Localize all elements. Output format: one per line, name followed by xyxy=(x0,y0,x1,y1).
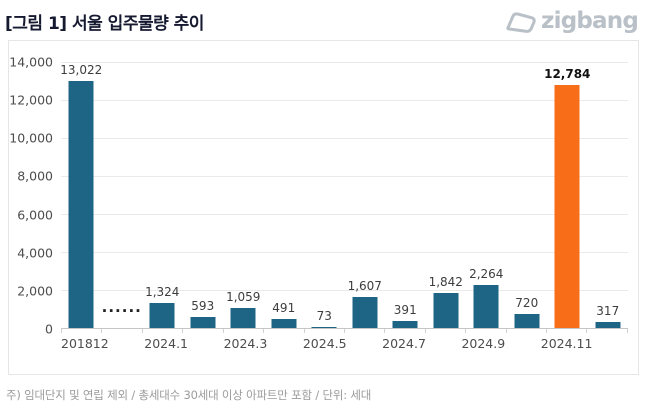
bar xyxy=(352,297,378,328)
x-tick-label: 2024.5 xyxy=(302,336,347,351)
value-label: 720 xyxy=(515,296,539,311)
y-tick-label: 14,000 xyxy=(9,54,53,70)
x-ticks-row xyxy=(61,329,628,333)
x-tick-label xyxy=(426,336,462,351)
bars-row: 13,022 ······ 1,324 593 1,059 491 73 1,607 391 1,… xyxy=(60,62,629,328)
value-label: 13,022 xyxy=(60,62,103,77)
bar xyxy=(190,316,216,328)
gap-slot: ······ xyxy=(102,62,143,328)
y-tick-label: 0 xyxy=(45,321,53,337)
bar-slot: 1,607 xyxy=(345,62,386,328)
y-tick-label: 8,000 xyxy=(17,168,53,184)
x-tick xyxy=(466,329,507,333)
y-tick-label: 4,000 xyxy=(17,245,53,261)
x-tick-label xyxy=(347,336,383,351)
bar xyxy=(311,326,337,328)
bar xyxy=(433,293,459,328)
x-tick-label: 2024.7 xyxy=(382,336,426,351)
x-tick xyxy=(385,329,426,333)
gridline xyxy=(61,214,628,215)
zigbang-logo-text: zigbang xyxy=(541,7,639,34)
gridline xyxy=(61,100,628,101)
bar-slot: 593 xyxy=(183,62,224,328)
value-label: 593 xyxy=(191,298,215,313)
page-title: [그림 1] 서울 입주물량 추이 xyxy=(5,13,204,34)
plot-area: 13,022 ······ 1,324 593 1,059 491 73 1,607 391 1,… xyxy=(60,62,629,329)
gridline xyxy=(61,138,628,139)
bar-slot: 73 xyxy=(304,62,345,328)
x-tick-label xyxy=(592,336,628,351)
y-axis: 0 2,000 4,000 6,000 8,000 10,000 12,000 14,000 xyxy=(9,55,61,337)
x-tick xyxy=(426,329,467,333)
value-label: 491 xyxy=(272,300,296,315)
value-label: 1,607 xyxy=(347,279,382,294)
value-label: 1,324 xyxy=(145,284,180,299)
bar xyxy=(595,321,621,328)
time-gap-marker: ······ xyxy=(101,302,142,320)
bar-slot: 2,264 xyxy=(466,62,507,328)
bar xyxy=(149,302,175,328)
bar xyxy=(554,85,580,328)
x-tick xyxy=(264,329,305,333)
chart: 0 2,000 4,000 6,000 8,000 10,000 12,000 14,000 … xyxy=(8,40,639,375)
value-label: 2,264 xyxy=(469,266,504,281)
x-tick xyxy=(62,329,103,333)
x-tick-label: 2024.11 xyxy=(540,336,593,351)
bar-slot: 1,059 xyxy=(223,62,264,328)
value-label: 1,842 xyxy=(428,275,463,290)
gridline xyxy=(61,176,628,178)
x-tick xyxy=(102,329,143,333)
x-tick-label: 2024.1 xyxy=(144,336,189,351)
value-label: 317 xyxy=(596,303,620,318)
y-tick-label: 12,000 xyxy=(9,92,53,108)
value-label: 73 xyxy=(316,308,332,323)
x-axis-row: 201812 2024.1 2024.3 2024.5 2024.7 2024.9 2024… xyxy=(61,336,628,351)
x-tick-label xyxy=(505,336,541,351)
zigbang-logo: zigbang xyxy=(504,7,639,35)
chart-inner: 0 2,000 4,000 6,000 8,000 10,000 12,000 14,000 … xyxy=(9,55,629,337)
bar xyxy=(514,314,540,328)
x-tick xyxy=(183,329,224,333)
y-tick-label: 2,000 xyxy=(17,283,53,299)
x-tick xyxy=(224,329,265,333)
value-label: 12,784 xyxy=(544,67,591,82)
bar-slot: 1,842 xyxy=(426,62,467,328)
x-tick-label: 2024.3 xyxy=(223,336,268,351)
value-label: 1,059 xyxy=(226,289,261,304)
footnote: 주) 임대단지 및 연립 제외 / 총세대수 30세대 이상 아파트만 포함 /… xyxy=(6,388,372,402)
bar-slot: 317 xyxy=(588,62,629,328)
bar xyxy=(271,318,297,328)
x-tick xyxy=(547,329,588,333)
bar xyxy=(473,284,499,328)
x-tick-label: 2024.9 xyxy=(461,336,506,351)
value-label: 391 xyxy=(393,302,417,317)
x-tick xyxy=(587,329,628,333)
x-tick-label xyxy=(109,336,145,351)
gridline xyxy=(61,290,628,292)
x-tick xyxy=(143,329,184,333)
x-tick xyxy=(305,329,345,333)
x-tick xyxy=(345,329,386,333)
gridline xyxy=(61,252,628,254)
bar-slot: 1,324 xyxy=(142,62,183,328)
bar xyxy=(392,320,418,328)
x-tick-label xyxy=(267,336,303,351)
bar xyxy=(230,307,256,328)
zigbang-house-icon xyxy=(504,7,538,35)
y-tick-label: 10,000 xyxy=(9,130,53,146)
x-tick-label: 201812 xyxy=(61,336,109,351)
x-tick-label xyxy=(188,336,224,351)
bar-slot: 491 xyxy=(264,62,305,328)
bar-slot: 12,784 xyxy=(544,62,591,328)
bar-slot: 720 xyxy=(507,62,548,328)
bar xyxy=(68,80,94,328)
bar-slot: 13,022 xyxy=(60,62,103,328)
x-tick xyxy=(507,329,548,333)
bar-slot: 391 xyxy=(385,62,426,328)
header: [그림 1] 서울 입주물량 추이 zigbang xyxy=(0,0,650,40)
gridline xyxy=(61,62,628,63)
y-tick-label: 6,000 xyxy=(17,207,53,223)
